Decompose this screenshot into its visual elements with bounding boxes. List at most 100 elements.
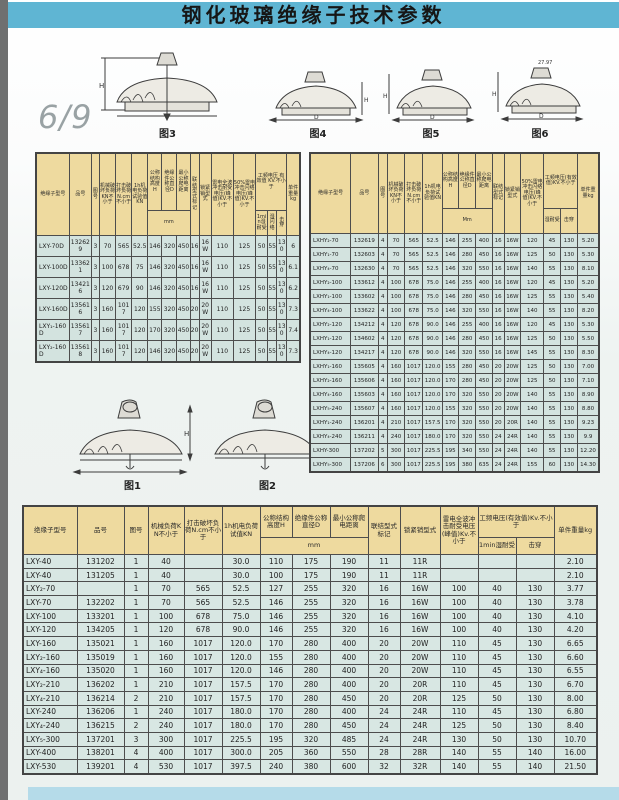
- value-cell: 60: [543, 457, 561, 473]
- value-cell: 678: [404, 345, 424, 360]
- value-cell: 130: [559, 359, 579, 374]
- value-cell: 1: [123, 663, 149, 679]
- col-header-1h: 1h机电负荷试验值KN: [131, 152, 149, 236]
- right-parameter-table: 绝缘子型号 品号 图号 机械破坏负荷KN不小于 打击破坏负荷N.cm不小于 1h…: [309, 152, 600, 473]
- value-cell: 550: [475, 261, 493, 276]
- value-cell: 678: [404, 275, 424, 290]
- value-cell: 4: [377, 289, 388, 304]
- table-row: LXHY₄-120 134217 4 120 678 90.0 146 320 550 16 16W…: [309, 345, 600, 360]
- value-cell: 16W: [503, 289, 522, 304]
- value-cell: 20W: [399, 636, 441, 651]
- d-dim-label: D: [539, 113, 544, 120]
- value-cell: 146: [441, 345, 460, 360]
- value-cell: 255: [291, 595, 331, 610]
- value-cell: 120: [131, 298, 149, 320]
- value-cell: 4: [377, 275, 388, 290]
- value-cell: 6.60: [553, 649, 598, 665]
- value-cell: 20W: [503, 359, 522, 374]
- value-cell: 130: [559, 317, 579, 332]
- value-cell: 50: [255, 319, 269, 341]
- value-cell: 133612: [350, 275, 379, 290]
- value-cell: 11: [367, 554, 401, 569]
- value-cell: 130: [276, 277, 288, 299]
- h-dim-label: H: [184, 430, 189, 438]
- col-header-dia: 绝缘件公称直径D: [291, 505, 331, 538]
- value-cell: 146: [147, 235, 163, 257]
- value-cell: 550: [329, 745, 369, 761]
- value-cell: 100: [439, 608, 479, 624]
- value-cell: 134217: [350, 345, 379, 360]
- value-cell: 565: [404, 233, 424, 248]
- value-cell: 16: [491, 317, 505, 332]
- value-cell: 1017: [183, 649, 223, 665]
- insulator-figure-5: H D 图5: [383, 68, 479, 140]
- scan-edge-strip: [0, 0, 8, 800]
- table-row: LXHY₂-120 134212 4 120 678 90.0 146 255 400 16 16W…: [309, 317, 600, 332]
- value-cell: 120: [386, 345, 406, 360]
- value-cell: 190: [329, 567, 369, 583]
- col-header-puncture: 击穿: [559, 208, 579, 234]
- table-row: LXY₂-160D 135618 3 160 1017 120 146 320 450 20 20W…: [35, 340, 301, 363]
- value-cell: 280: [458, 359, 477, 374]
- col-header-height: 公称结构高度H: [259, 505, 293, 538]
- value-cell: 300.0: [221, 745, 261, 761]
- value-cell: 24R: [503, 457, 522, 473]
- value-cell: 1017: [183, 731, 223, 747]
- value-cell: 16: [491, 261, 505, 276]
- value-cell: 130: [515, 718, 555, 733]
- h-dim-label: H: [99, 82, 104, 90]
- col-header-fig: 图号: [90, 152, 100, 236]
- value-cell: 90: [131, 277, 149, 299]
- insulator-figure-1: H 图1: [70, 398, 195, 492]
- value-cell: 75: [131, 256, 149, 278]
- value-cell: 110: [210, 340, 234, 363]
- value-cell: 8.00: [553, 690, 598, 706]
- model-cell: LXY₄-240: [22, 718, 78, 733]
- value-cell: 5.30: [577, 317, 600, 332]
- title-banner: [8, 2, 619, 28]
- col-header-lock: 锁紧销型式: [503, 152, 522, 234]
- table-row: LXY-120D 134216 3 120 679 90 146 320 450 16 16W 110…: [35, 277, 301, 299]
- value-cell: 135617: [68, 319, 92, 341]
- value-cell: 155: [441, 359, 460, 374]
- value-cell: 16W: [198, 256, 212, 278]
- value-cell: 550: [475, 429, 493, 444]
- page-number: 6/9: [38, 98, 93, 136]
- value-cell: 1: [123, 622, 149, 638]
- d-dim-label: D: [430, 114, 435, 121]
- value-cell: 100: [147, 608, 185, 624]
- col-header-powerfreq: 工频电压 有效值 KV.不小于: [255, 152, 288, 211]
- value-cell: 16: [491, 303, 505, 318]
- model-cell: LXY₅-300: [22, 731, 78, 747]
- value-cell: 190: [329, 554, 369, 569]
- value-cell: 2.10: [553, 554, 598, 569]
- value-cell: 170: [259, 677, 293, 692]
- value-cell: 450: [176, 340, 191, 363]
- value-cell: 110: [439, 704, 479, 720]
- value-cell: [183, 567, 223, 583]
- value-cell: 1: [123, 677, 149, 692]
- value-cell: 24: [491, 457, 505, 473]
- value-cell: 20: [367, 649, 401, 665]
- value-cell: 16: [189, 277, 200, 299]
- value-cell: 132619: [350, 233, 379, 248]
- table-row: LXHY₁-240 136201 4 210 1017 157.5 170 320 550 20 2…: [309, 415, 600, 430]
- value-cell: 160: [147, 663, 185, 679]
- table-row: LXHY₄-100 133622 4 100 678 75.0 146 320 550 16 16W…: [309, 303, 600, 318]
- value-cell: 255: [458, 233, 477, 248]
- value-cell: 110: [210, 235, 234, 257]
- value-cell: 125: [520, 331, 545, 346]
- value-cell: 130: [559, 429, 579, 444]
- col-header-weight: 单件重量kg: [286, 152, 301, 236]
- model-cell: LXY-100D: [35, 256, 70, 278]
- value-cell: 146: [147, 340, 163, 363]
- value-cell: 678: [183, 608, 223, 624]
- table-row: LXY-160D 135616 3 160 1017 120 155 320 450 20 20W 1…: [35, 298, 301, 320]
- value-cell: 450: [475, 289, 493, 304]
- value-cell: 280: [291, 663, 331, 679]
- insulator-diagram: H: [99, 52, 218, 122]
- value-cell: 240: [147, 718, 185, 733]
- col-header-pin: 品号: [76, 505, 125, 555]
- value-cell: 135616: [68, 298, 92, 320]
- value-cell: 130: [515, 581, 555, 597]
